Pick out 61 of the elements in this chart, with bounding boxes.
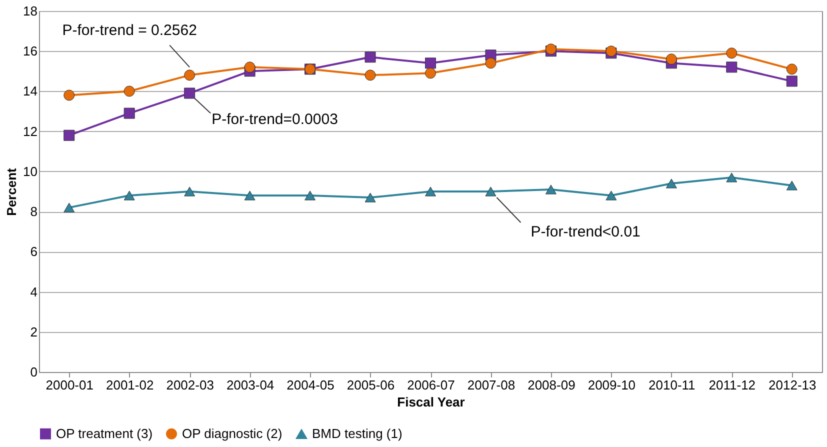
- point: [184, 186, 196, 196]
- y-tick-label: 16: [23, 44, 38, 59]
- point: [726, 62, 738, 73]
- point: [485, 186, 496, 196]
- y-tick-label: 14: [23, 84, 38, 99]
- point: [64, 202, 75, 212]
- point: [364, 70, 376, 81]
- point: [425, 186, 436, 196]
- point: [786, 64, 798, 75]
- point: [64, 90, 75, 101]
- point: [244, 190, 256, 200]
- annotation: P-for-trend<0.01: [530, 224, 640, 240]
- x-tick-label: 2011-12: [708, 378, 756, 392]
- point: [726, 48, 738, 59]
- point: [425, 68, 436, 79]
- x-tick-label: 2006-07: [407, 378, 455, 392]
- legend-label: BMD testing (1): [312, 426, 402, 442]
- point: [666, 178, 677, 188]
- point: [244, 62, 256, 73]
- y-tick-label: 2: [30, 324, 38, 340]
- y-axis-title: Percent: [4, 167, 20, 216]
- point: [364, 192, 376, 202]
- x-tick-label: 2002-03: [166, 378, 214, 392]
- point: [726, 172, 738, 182]
- x-tick-label: 2009-10: [588, 378, 636, 392]
- annotation: P-for-trend=0.0003: [212, 111, 338, 128]
- point: [485, 58, 496, 69]
- point: [786, 180, 798, 190]
- point: [184, 70, 196, 81]
- point: [124, 190, 135, 200]
- x-axis-title: Fiscal Year: [397, 394, 465, 410]
- x-tick-label: 2010-11: [648, 378, 696, 392]
- point: [666, 54, 677, 65]
- y-tick-label: 4: [30, 284, 38, 300]
- point: [304, 190, 316, 200]
- point: [364, 52, 376, 63]
- x-tick-label: 2001-02: [106, 378, 154, 392]
- x-tick-label: 2008-09: [528, 378, 576, 392]
- y-tick-label: 10: [23, 164, 38, 179]
- y-tick-label: 6: [30, 244, 38, 260]
- point: [124, 86, 135, 97]
- legend-label: OP treatment (3): [56, 426, 153, 441]
- y-tick-label: 0: [30, 364, 38, 380]
- point: [545, 184, 556, 194]
- point: [64, 130, 75, 141]
- x-tick-label: 2003-04: [226, 378, 274, 392]
- point: [184, 88, 196, 99]
- x-tick-label: 2012-13: [768, 378, 816, 392]
- legend-label: OP diagnostic (2): [182, 426, 282, 441]
- point: [425, 58, 436, 69]
- point: [124, 108, 135, 119]
- x-tick-label: 2004-05: [286, 378, 334, 392]
- x-tick-label: 2000-01: [46, 378, 94, 392]
- y-tick-label: 18: [23, 4, 38, 18]
- annotation: P-for-trend = 0.2562: [62, 22, 197, 40]
- y-tick-label: 8: [30, 204, 38, 220]
- x-tick-label: 2007-08: [467, 378, 516, 392]
- point: [606, 190, 617, 200]
- x-tick-label: 2005-06: [346, 378, 395, 392]
- y-tick-label: 12: [23, 124, 38, 139]
- point: [786, 76, 798, 87]
